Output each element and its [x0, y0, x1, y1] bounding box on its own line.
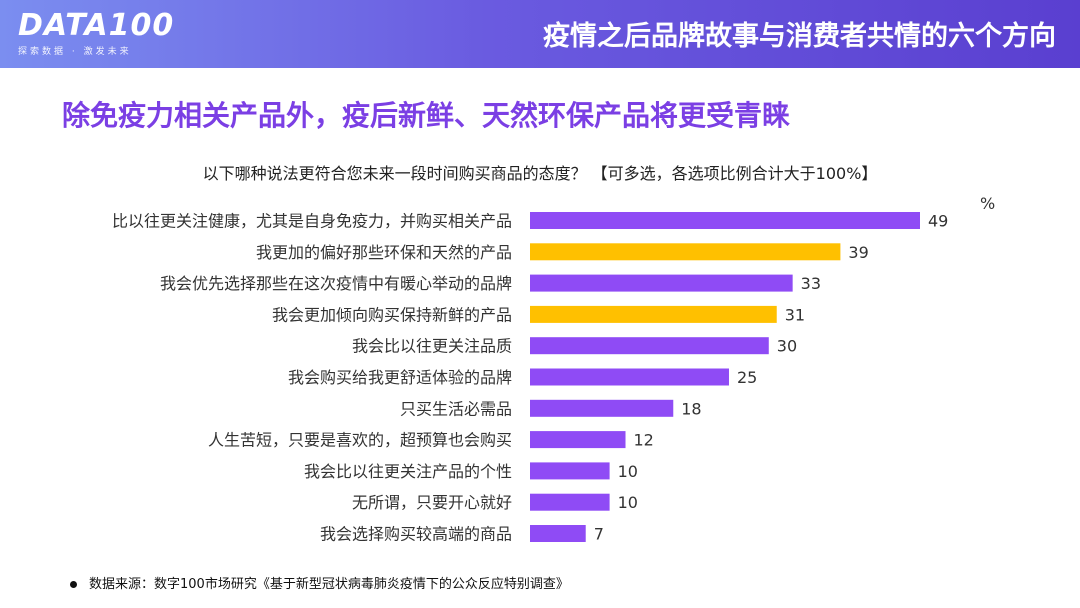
category-label: 我会优先选择那些在这次疫情中有暖心举动的品牌: [160, 274, 512, 293]
value-label: 30: [777, 337, 797, 356]
page-title: 疫情之后品牌故事与消费者共情的六个方向: [543, 21, 1056, 52]
category-label: 比以往更关注健康，尤其是自身免疫力，并购买相关产品: [112, 212, 512, 231]
category-label: 我更加的偏好那些环保和天然的产品: [256, 243, 512, 262]
category-label: 无所谓，只要开心就好: [352, 493, 512, 512]
category-label: 我会比以往更关注产品的个性: [304, 462, 512, 481]
bar: [530, 431, 626, 449]
value-label: 7: [594, 525, 604, 544]
value-label: 33: [801, 274, 821, 293]
bar: [530, 274, 793, 292]
value-label: 12: [634, 431, 654, 450]
bar: [530, 243, 841, 261]
category-label: 我会更加倾向购买保持新鲜的产品: [272, 305, 512, 324]
category-label: 人生苦短，只要是喜欢的，超预算也会购买: [208, 431, 512, 450]
bullet-icon: [70, 581, 77, 588]
value-label: 39: [848, 243, 868, 262]
value-label: 10: [618, 493, 638, 512]
category-label: 我会购买给我更舒适体验的品牌: [288, 368, 512, 387]
value-label: 31: [785, 305, 805, 324]
value-label: 18: [681, 399, 701, 418]
bar: [530, 462, 610, 480]
chart-question: 以下哪种说法更符合您未来一段时间购买商品的态度？ 【可多选，各选项比例合计大于1…: [202, 164, 878, 183]
category-label: 只买生活必需品: [400, 399, 512, 418]
logo-text: DATA100: [18, 8, 175, 43]
bar: [530, 525, 586, 542]
header-bar: DATA100 探索数据 · 激发未来 疫情之后品牌故事与消费者共情的六个方向: [0, 0, 1080, 68]
bar: [530, 493, 610, 511]
logo-tagline: 探索数据 · 激发未来: [18, 47, 132, 57]
bar: [530, 399, 674, 417]
bar: [530, 305, 777, 323]
brand-logo: DATA100 探索数据 · 激发未来: [18, 8, 175, 58]
bar: [530, 212, 920, 229]
source-text: 数据来源：数字100市场研究《基于新型冠状病毒肺炎疫情下的公众反应特别调查》: [89, 577, 569, 592]
value-label: 25: [737, 368, 757, 387]
source-note: 数据来源：数字100市场研究《基于新型冠状病毒肺炎疫情下的公众反应特别调查》: [70, 573, 569, 592]
bar: [530, 368, 729, 386]
value-label: 49: [928, 212, 948, 231]
slide-headline: 除免疫力相关产品外，疫后新鲜、天然环保产品将更受青睐: [62, 99, 791, 132]
category-label: 我会选择购买较高端的商品: [320, 525, 512, 544]
bar: [530, 337, 769, 355]
value-label: 10: [618, 462, 638, 481]
category-label: 我会比以往更关注品质: [352, 337, 512, 356]
unit-label: %: [980, 194, 996, 213]
